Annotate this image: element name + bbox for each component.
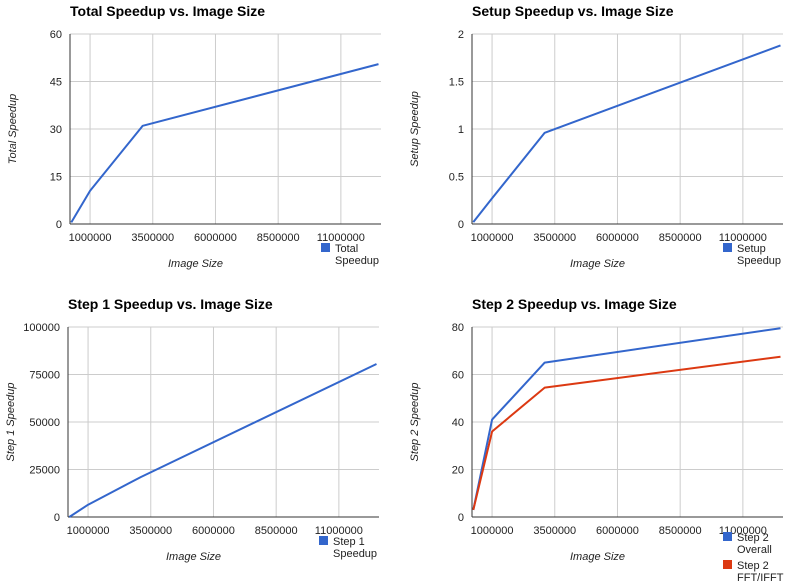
y-axis-title: Step 2 Speedup	[409, 383, 421, 462]
chart-svg: Setup Speedup vs. Image Size 0 0.5 1 1.5 2 100…	[409, 3, 783, 270]
step2-speedup-chart: Step 2 Speedup vs. Image Size 0 20 40 60 80 10…	[400, 293, 800, 586]
x-tick-label: 1000000	[69, 232, 112, 244]
y-tick-label: 15	[50, 172, 62, 184]
chart-svg: Step 1 Speedup vs. Image Size 0 25000 50000…	[5, 296, 379, 563]
legend-swatch	[723, 243, 732, 252]
y-tick-label: 0	[458, 219, 464, 231]
legend-label: Speedup	[737, 255, 781, 267]
y-tick-label: 30	[50, 124, 62, 136]
chart-title: Setup Speedup vs. Image Size	[472, 3, 674, 19]
x-tick-label: 3500000	[533, 232, 576, 244]
chart-svg: Step 2 Speedup vs. Image Size 0 20 40 60 80 10…	[409, 296, 784, 584]
y-tick-label: 1.5	[449, 77, 464, 89]
x-axis-title: Image Size	[168, 258, 223, 270]
y-tick-label: 40	[452, 417, 464, 429]
series-line-2	[472, 355, 781, 511]
legend-label: Speedup	[335, 255, 379, 267]
x-tick-label: 6000000	[194, 232, 237, 244]
chart-title: Step 1 Speedup vs. Image Size	[68, 296, 273, 312]
total-speedup-chart: Total Speedup vs. Image Size 0 15 30 45 60 100…	[0, 0, 400, 293]
y-tick-label: 75000	[29, 370, 60, 382]
legend-label: Total	[335, 243, 358, 255]
x-tick-label: 6000000	[192, 525, 235, 537]
legend-label: Setup	[737, 243, 766, 255]
x-tick-label: 8500000	[255, 525, 298, 537]
y-tick-label: 80	[452, 322, 464, 334]
y-tick-label: 2	[458, 29, 464, 41]
x-tick-label: 1000000	[471, 525, 514, 537]
x-tick-label: 1000000	[67, 525, 110, 537]
y-tick-label: 60	[452, 370, 464, 382]
y-tick-label: 1	[458, 124, 464, 136]
chart-title: Step 2 Speedup vs. Image Size	[472, 296, 677, 312]
legend-label: FFT/IFFT	[737, 572, 784, 584]
x-tick-label: 11000000	[719, 232, 767, 244]
legend-swatch	[723, 560, 732, 569]
chart-svg: Total Speedup vs. Image Size 0 15 30 45 60 100…	[7, 3, 381, 270]
x-tick-label: 3500000	[129, 525, 172, 537]
x-tick-label: 8500000	[659, 232, 702, 244]
y-tick-label: 100000	[23, 322, 60, 334]
legend-swatch	[723, 532, 732, 541]
y-axis-title: Total Speedup	[7, 94, 19, 165]
legend-label: Step 2	[737, 560, 769, 572]
x-tick-label: 3500000	[131, 232, 174, 244]
series-line-1	[68, 363, 377, 518]
legend-label: Overall	[737, 544, 772, 556]
y-tick-label: 0	[56, 219, 62, 231]
x-axis-title: Image Size	[570, 551, 625, 563]
legend-swatch	[319, 536, 328, 545]
series-line-1	[472, 327, 781, 511]
legend-swatch	[321, 243, 330, 252]
x-tick-label: 1000000	[471, 232, 514, 244]
y-axis-title: Step 1 Speedup	[5, 383, 17, 462]
y-tick-label: 20	[452, 465, 464, 477]
setup-speedup-chart: Setup Speedup vs. Image Size 0 0.5 1 1.5 2 100…	[400, 0, 800, 293]
x-tick-label: 6000000	[596, 232, 639, 244]
y-axis-title: Setup Speedup	[409, 91, 421, 167]
legend-label: Step 1	[333, 536, 365, 548]
series-line-1	[472, 44, 781, 223]
x-tick-label: 6000000	[596, 525, 639, 537]
chart-title: Total Speedup vs. Image Size	[70, 3, 265, 19]
y-tick-label: 50000	[29, 417, 60, 429]
y-tick-label: 25000	[29, 465, 60, 477]
series-line-1	[70, 63, 379, 223]
x-tick-label: 11000000	[317, 232, 365, 244]
legend-label: Speedup	[333, 548, 377, 560]
y-tick-label: 0.5	[449, 172, 464, 184]
x-axis-title: Image Size	[570, 258, 625, 270]
x-tick-label: 8500000	[257, 232, 300, 244]
x-tick-label: 3500000	[533, 525, 576, 537]
x-tick-label: 11000000	[315, 525, 363, 537]
y-tick-label: 60	[50, 29, 62, 41]
y-tick-label: 0	[54, 512, 60, 524]
x-axis-title: Image Size	[166, 551, 221, 563]
x-tick-label: 8500000	[659, 525, 702, 537]
legend-label: Step 2	[737, 532, 769, 544]
y-tick-label: 0	[458, 512, 464, 524]
step1-speedup-chart: Step 1 Speedup vs. Image Size 0 25000 50000…	[0, 293, 400, 586]
y-tick-label: 45	[50, 77, 62, 89]
